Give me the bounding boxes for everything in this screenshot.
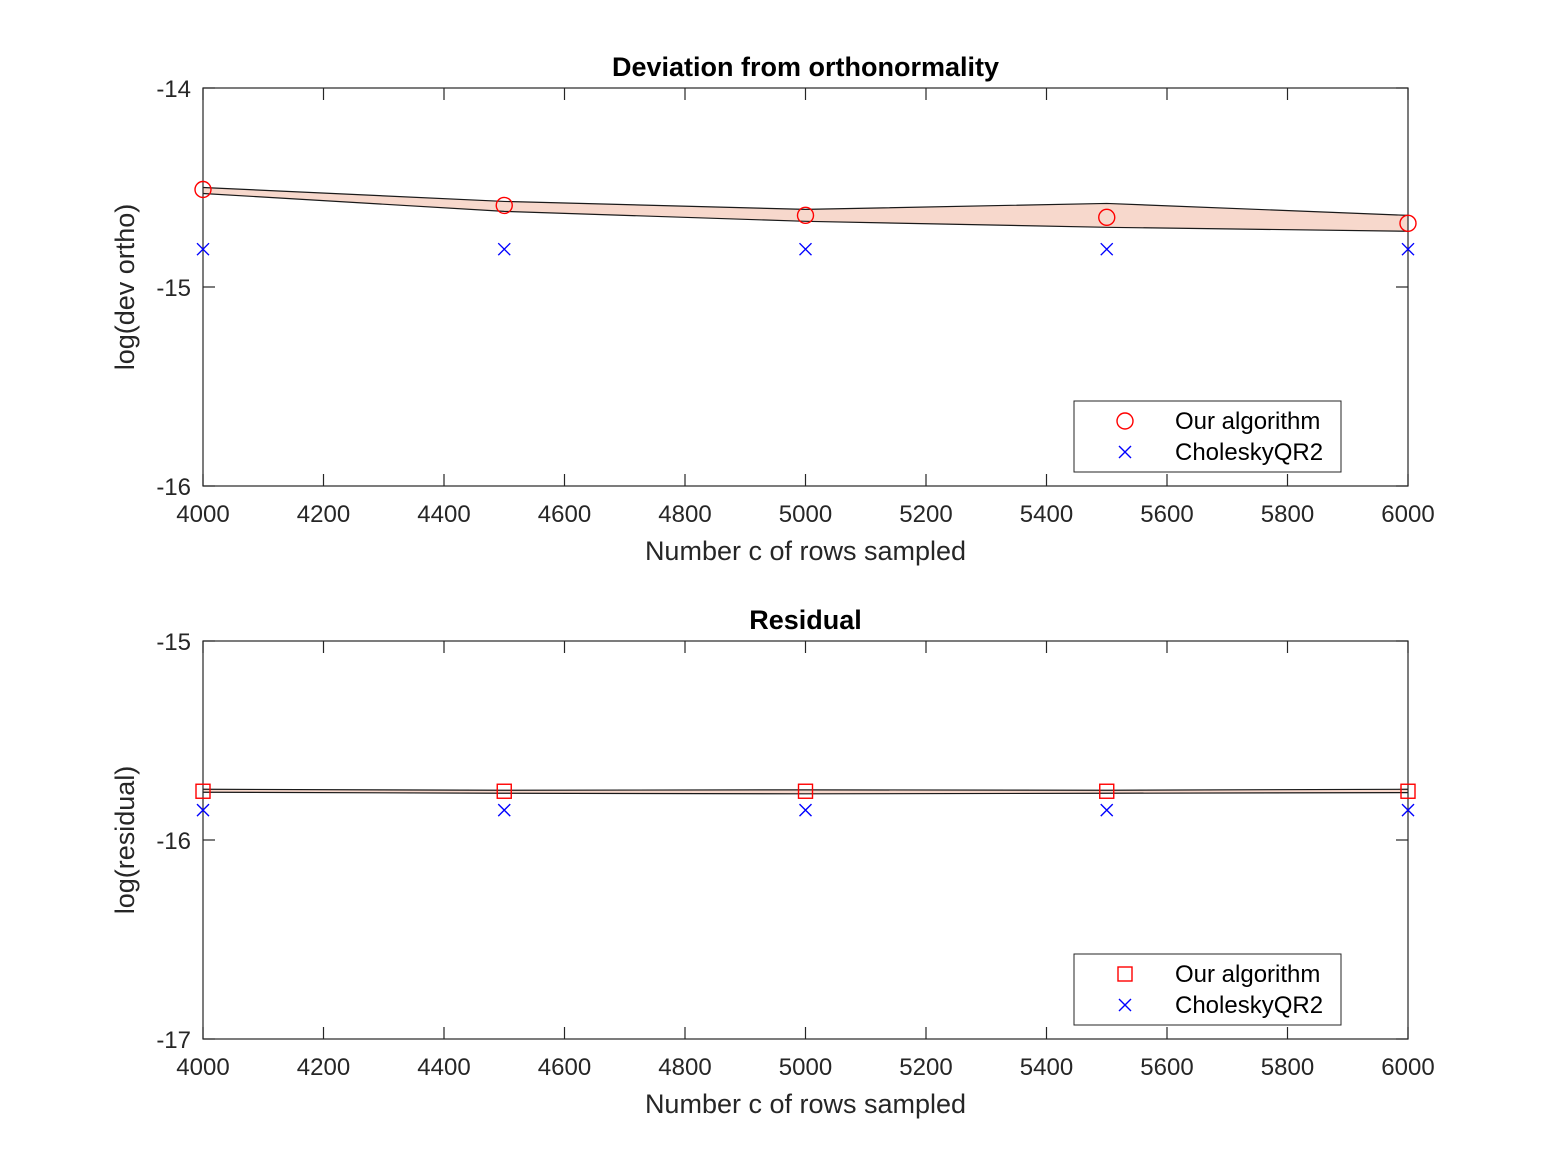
legend-box — [1073, 953, 1342, 1026]
data-point — [496, 783, 512, 799]
data-point — [497, 242, 511, 256]
legend-marker — [1118, 445, 1132, 459]
legend-marker — [1118, 998, 1132, 1012]
data-point — [796, 206, 815, 225]
data-point — [497, 803, 511, 817]
band-upper-line — [202, 186, 1409, 216]
x-tick-label: 4800 — [658, 1054, 711, 1081]
legend-marker — [1117, 966, 1133, 982]
x-tick-label: 6000 — [1381, 501, 1434, 528]
legend-label: Our algorithm — [1175, 961, 1320, 988]
data-point — [1100, 242, 1114, 256]
band-lower-line — [202, 192, 1409, 232]
y-tick-label: -16 — [156, 828, 191, 855]
x-tick-label: 4600 — [538, 501, 591, 528]
data-point — [799, 242, 812, 256]
x-tick-label: 5800 — [1261, 1054, 1314, 1081]
data-point — [495, 196, 513, 215]
data-point — [1399, 214, 1417, 233]
x-tick-label: 5600 — [1140, 1054, 1193, 1081]
x-tick-label: 4000 — [176, 501, 229, 528]
x-tick-label: 5600 — [1140, 501, 1193, 528]
y-tick-label: -15 — [156, 629, 191, 656]
y-tick-label: -15 — [156, 275, 191, 302]
x-tick-label: 4200 — [297, 1054, 350, 1081]
data-point — [196, 242, 210, 256]
data-point — [1401, 803, 1415, 817]
chart-1: 4000 4200 4400 4600 4800 5000 5200 5400 5600 5800… — [110, 52, 1435, 566]
data-point — [1401, 242, 1415, 256]
chart-title: Deviation from orthonormality — [612, 52, 999, 82]
x-tick-label: 5000 — [779, 501, 832, 528]
band-lower-line — [202, 791, 1409, 795]
data-point — [1098, 208, 1116, 227]
data-point — [196, 803, 210, 817]
x-tick-label: 5200 — [899, 501, 952, 528]
legend-label: CholeskyQR2 — [1175, 439, 1323, 466]
data-point — [1100, 803, 1114, 817]
x-tick-label: 4400 — [417, 501, 470, 528]
y-axis-label: log(residual) — [110, 766, 140, 915]
chart-2: 4000 4200 4400 4600 4800 5000 5200 5400 5600 5800… — [110, 605, 1435, 1119]
data-point — [797, 783, 814, 799]
legend: Our algorithm CholeskyQR2 — [1073, 953, 1342, 1026]
data-point — [195, 783, 211, 799]
x-tick-label: 5200 — [899, 1054, 952, 1081]
data-point — [799, 803, 812, 817]
x-tick-label: 4400 — [417, 1054, 470, 1081]
series-our-algorithm — [194, 180, 1417, 233]
y-axis-label: log(dev ortho) — [110, 204, 140, 371]
x-tick-label: 4200 — [297, 501, 350, 528]
x-tick-label: 5400 — [1020, 501, 1073, 528]
legend-box — [1073, 400, 1342, 473]
chart-title: Residual — [749, 605, 862, 635]
x-axis-label: Number c of rows sampled — [645, 1089, 966, 1119]
x-axis-label: Number c of rows sampled — [645, 536, 966, 566]
x-tick-label: 5000 — [779, 1054, 832, 1081]
y-tick-label: -17 — [156, 1027, 191, 1054]
data-point — [1400, 783, 1416, 799]
x-tick-label: 4600 — [538, 1054, 591, 1081]
series-choleskyqr2 — [196, 242, 1415, 256]
legend-label: Our algorithm — [1175, 408, 1320, 435]
y-tick-label: -14 — [156, 76, 191, 103]
x-tick-label: 4800 — [658, 501, 711, 528]
band-upper-line — [202, 788, 1409, 791]
x-tick-label: 4000 — [176, 1054, 229, 1081]
x-tick-label: 6000 — [1381, 1054, 1434, 1081]
x-tick-label: 5400 — [1020, 1054, 1073, 1081]
legend-label: CholeskyQR2 — [1175, 992, 1323, 1019]
legend: Our algorithm CholeskyQR2 — [1073, 400, 1342, 473]
x-tick-label: 5800 — [1261, 501, 1314, 528]
y-tick-label: -16 — [156, 474, 191, 501]
data-point — [194, 180, 212, 199]
legend-marker — [1116, 412, 1134, 430]
data-point — [1099, 783, 1115, 799]
series-our-algorithm — [195, 783, 1416, 799]
series-choleskyqr2 — [196, 803, 1415, 817]
